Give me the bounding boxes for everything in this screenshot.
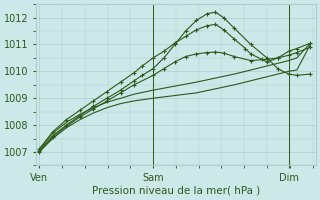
- X-axis label: Pression niveau de la mer( hPa ): Pression niveau de la mer( hPa ): [92, 186, 260, 196]
